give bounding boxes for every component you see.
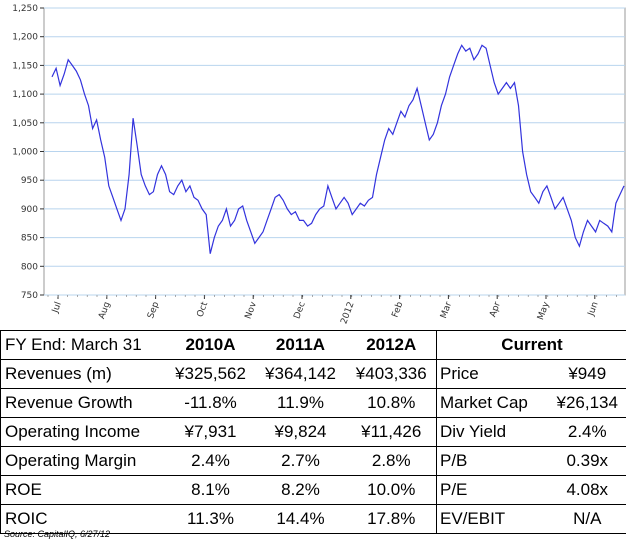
row-value: ¥9,824 <box>254 417 347 447</box>
row-label: Operating Income <box>0 417 167 447</box>
table-row: Revenue Growth -11.8% 11.9% 10.8% Market Cap… <box>0 388 626 418</box>
y-tick-label: 1,200 <box>12 33 38 43</box>
table-row: Operating Income ¥7,931 ¥9,824 ¥11,426 Div Y… <box>0 417 626 447</box>
header-year: 2011A <box>254 330 347 360</box>
current-metric-value: 4.08x <box>548 475 626 505</box>
current-metric-label: Market Cap <box>436 388 549 418</box>
current-metric-label: Price <box>436 359 549 389</box>
x-tick-label: Dec <box>292 301 307 321</box>
x-tick-label: Feb <box>391 300 406 319</box>
x-axis: Jul Aug Sep Oct Nov Dec 2012 Feb Mar Apr May Jun <box>47 295 617 326</box>
current-metric-value: ¥26,134 <box>548 388 626 418</box>
y-tick-label: 950 <box>21 176 38 186</box>
row-value: 2.4% <box>166 446 255 476</box>
row-value: 8.1% <box>166 475 255 505</box>
x-tick-label: 2012 <box>339 301 356 326</box>
x-tick-label: Oct <box>195 300 210 318</box>
table-row: ROIC 11.3% 14.4% 17.8% EV/EBIT N/A <box>0 504 626 534</box>
financials-table-container: FY End: March 31 2010A 2011A 2012A Current Re… <box>0 330 626 534</box>
row-value: ¥325,562 <box>166 359 255 389</box>
row-value: 8.2% <box>254 475 347 505</box>
current-metric-value: 0.39x <box>548 446 626 476</box>
row-value: ¥7,931 <box>166 417 255 447</box>
y-axis: 750 800 850 900 950 1,000 1,050 1,100 1,150 1,200… <box>12 4 44 301</box>
y-tick-label: 850 <box>21 234 38 244</box>
row-value: 11.3% <box>166 504 255 534</box>
row-value: 14.4% <box>254 504 347 534</box>
current-metric-value: 2.4% <box>548 417 626 447</box>
row-value: ¥364,142 <box>254 359 347 389</box>
table-row: Operating Margin 2.4% 2.7% 2.8% P/B 0.39x <box>0 446 626 476</box>
y-tick-label: 1,050 <box>12 119 38 129</box>
row-value: 2.8% <box>346 446 437 476</box>
y-tick-label: 750 <box>21 291 38 301</box>
row-value: 10.0% <box>346 475 437 505</box>
row-label: Operating Margin <box>0 446 167 476</box>
y-tick-label: 1,150 <box>12 61 38 71</box>
table-row: Revenues (m) ¥325,562 ¥364,142 ¥403,336 Pric… <box>0 359 626 389</box>
row-value: 11.9% <box>254 388 347 418</box>
row-label: Revenue Growth <box>0 388 167 418</box>
financials-table: FY End: March 31 2010A 2011A 2012A Current Re… <box>0 330 626 534</box>
row-label: ROIC <box>0 504 167 534</box>
source-note: Source: CapitalIQ, 6/27/12 <box>4 529 111 539</box>
x-tick-label: Apr <box>488 300 503 318</box>
x-tick-label: May <box>536 300 552 322</box>
row-label: Revenues (m) <box>0 359 167 389</box>
y-tick-label: 1,100 <box>12 90 38 100</box>
stock-price-chart: 750 800 850 900 950 1,000 1,050 1,100 1,150 1,200… <box>12 4 626 326</box>
current-metric-label: EV/EBIT <box>436 504 549 534</box>
row-value: ¥403,336 <box>346 359 437 389</box>
x-tick-label: Mar <box>439 300 454 320</box>
x-tick-label: Jul <box>50 301 63 316</box>
header-year: 2010A <box>166 330 255 360</box>
row-value: ¥11,426 <box>346 417 437 447</box>
y-tick-label: 1,000 <box>12 148 38 158</box>
row-label: ROE <box>0 475 167 505</box>
header-current: Current <box>436 330 626 360</box>
x-tick-label: Jun <box>586 301 601 319</box>
table-header-row: FY End: March 31 2010A 2011A 2012A Current <box>0 330 626 360</box>
x-tick-label: Sep <box>146 300 161 320</box>
current-metric-label: P/E <box>436 475 549 505</box>
row-value: 10.8% <box>346 388 437 418</box>
current-metric-value: ¥949 <box>548 359 626 389</box>
current-metric-value: N/A <box>548 504 626 534</box>
row-value: 17.8% <box>346 504 437 534</box>
y-tick-label: 900 <box>21 205 38 215</box>
table-row: ROE 8.1% 8.2% 10.0% P/E 4.08x <box>0 475 626 505</box>
header-year: 2012A <box>346 330 437 360</box>
price-line <box>51 44 625 254</box>
y-tick-label: 800 <box>21 262 38 272</box>
current-metric-label: P/B <box>436 446 549 476</box>
x-tick-label: Nov <box>244 300 260 321</box>
price-series <box>51 44 625 254</box>
chart-gridlines <box>43 7 626 296</box>
y-tick-label: 1,250 <box>12 4 38 14</box>
x-tick-label: Aug <box>97 301 112 321</box>
header-fy-end: FY End: March 31 <box>0 330 167 360</box>
row-value: -11.8% <box>166 388 255 418</box>
row-value: 2.7% <box>254 446 347 476</box>
current-metric-label: Div Yield <box>436 417 549 447</box>
